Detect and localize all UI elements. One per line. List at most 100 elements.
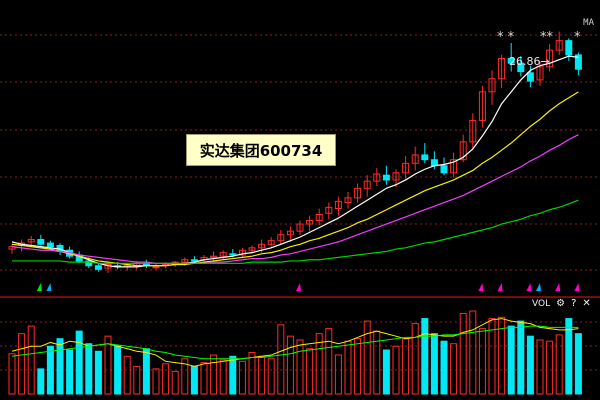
up-candle-body <box>354 187 362 199</box>
signal-marker <box>296 283 301 291</box>
up-candle-body <box>219 252 227 257</box>
up-candle-body <box>325 206 333 214</box>
up-candle-body <box>334 200 342 210</box>
signal-marker <box>526 283 532 291</box>
high-price-annotation: 26.86→ <box>509 55 550 68</box>
volume-up-bar <box>27 325 35 395</box>
star-group-2: ** <box>540 30 553 45</box>
up-candle-body <box>411 154 419 164</box>
volume-up-bar <box>133 365 141 395</box>
close-icon[interactable]: ✕ <box>582 298 591 309</box>
volume-up-bar <box>306 348 314 395</box>
up-candle-body <box>536 66 544 81</box>
up-candle-body <box>392 172 400 181</box>
down-candle-body <box>526 72 534 82</box>
volume-up-bar <box>459 313 467 395</box>
volume-down-bar <box>229 355 237 395</box>
signal-marker <box>478 283 484 291</box>
down-candle-body <box>507 57 515 64</box>
volume-up-bar <box>210 354 218 395</box>
volume-up-bar <box>334 354 342 395</box>
signal-marker <box>555 283 561 291</box>
volume-down-bar <box>56 338 64 395</box>
up-candle-body <box>488 78 496 93</box>
up-candle-body <box>277 234 285 242</box>
volume-moving-average-2 <box>11 325 579 360</box>
price-markers <box>36 283 580 291</box>
volume-up-bar <box>536 339 544 395</box>
up-candle-body <box>402 162 410 174</box>
volume-up-bar <box>258 355 266 395</box>
volume-up-bar <box>354 338 362 395</box>
volume-up-bar <box>200 362 208 395</box>
down-candle-body <box>574 54 582 70</box>
volume-down-bar <box>440 340 448 395</box>
volume-up-bar <box>277 324 285 395</box>
up-candle-body <box>238 249 246 256</box>
moving-average-line-ma20 <box>11 134 579 264</box>
volume-down-bar <box>430 333 438 395</box>
signal-marker <box>536 283 541 291</box>
star-group-1: * * <box>497 30 515 45</box>
down-candle-body <box>37 239 45 245</box>
up-candle-body <box>315 214 323 221</box>
volume-up-bar <box>104 335 112 395</box>
up-candle-body <box>344 197 352 204</box>
volume-up-bar <box>402 338 410 395</box>
down-candle-body <box>94 265 102 270</box>
volume-down-bar <box>142 348 150 395</box>
signal-marker <box>46 283 52 291</box>
stock-title-label: 实达集团600734 <box>186 134 336 166</box>
down-candle-body <box>382 174 390 181</box>
down-candle-body <box>421 154 429 161</box>
up-candle-body <box>181 259 189 263</box>
volume-down-bar <box>574 333 582 395</box>
volume-up-bar <box>162 363 170 395</box>
volume-down-bar <box>85 343 93 395</box>
volume-up-bar <box>18 333 26 395</box>
volume-down-bar <box>190 365 198 395</box>
down-candle-body <box>85 260 93 267</box>
volume-label: VOL <box>532 299 551 309</box>
down-candle-body <box>430 159 438 167</box>
up-candle-body <box>555 40 563 51</box>
volume-bars <box>8 310 582 395</box>
volume-up-bar <box>450 343 458 395</box>
up-candle-body <box>546 49 554 68</box>
volume-down-bar <box>565 318 573 395</box>
volume-down-bar <box>507 325 515 395</box>
volume-down-bar <box>75 330 83 395</box>
up-candle-body <box>306 219 314 225</box>
volume-moving-averages <box>11 318 579 367</box>
down-candle-body <box>565 40 573 56</box>
up-candle-body <box>248 247 256 251</box>
down-candle-body <box>190 259 198 262</box>
volume-chart <box>0 310 600 395</box>
volume-up-bar <box>123 355 131 395</box>
price-grid <box>0 34 600 298</box>
volume-up-bar <box>248 352 256 395</box>
volume-up-bar <box>152 368 160 395</box>
question-mark-icon[interactable]: ? <box>571 298 577 309</box>
volume-up-bar <box>478 328 486 395</box>
up-candle-body <box>210 255 218 258</box>
up-candle-body <box>498 57 506 80</box>
up-candle-body <box>450 159 458 174</box>
up-candle-body <box>478 91 486 121</box>
up-candle-body <box>152 266 160 269</box>
volume-up-bar <box>8 353 16 395</box>
volume-up-bar <box>171 370 179 395</box>
volume-up-bar <box>555 334 563 395</box>
volume-up-bar <box>315 333 323 395</box>
signal-marker <box>497 283 503 291</box>
price-moving-averages <box>11 55 579 268</box>
gear-icon[interactable]: ⚙ <box>556 298 566 309</box>
signal-marker <box>36 283 42 291</box>
signal-marker <box>574 283 580 291</box>
volume-header: VOL ⚙ ? ✕ <box>532 298 591 310</box>
down-candle-body <box>517 62 525 73</box>
volume-down-bar <box>114 345 122 395</box>
volume-up-bar <box>267 358 275 395</box>
up-candle-body <box>267 240 275 245</box>
volume-up-bar <box>219 359 227 395</box>
